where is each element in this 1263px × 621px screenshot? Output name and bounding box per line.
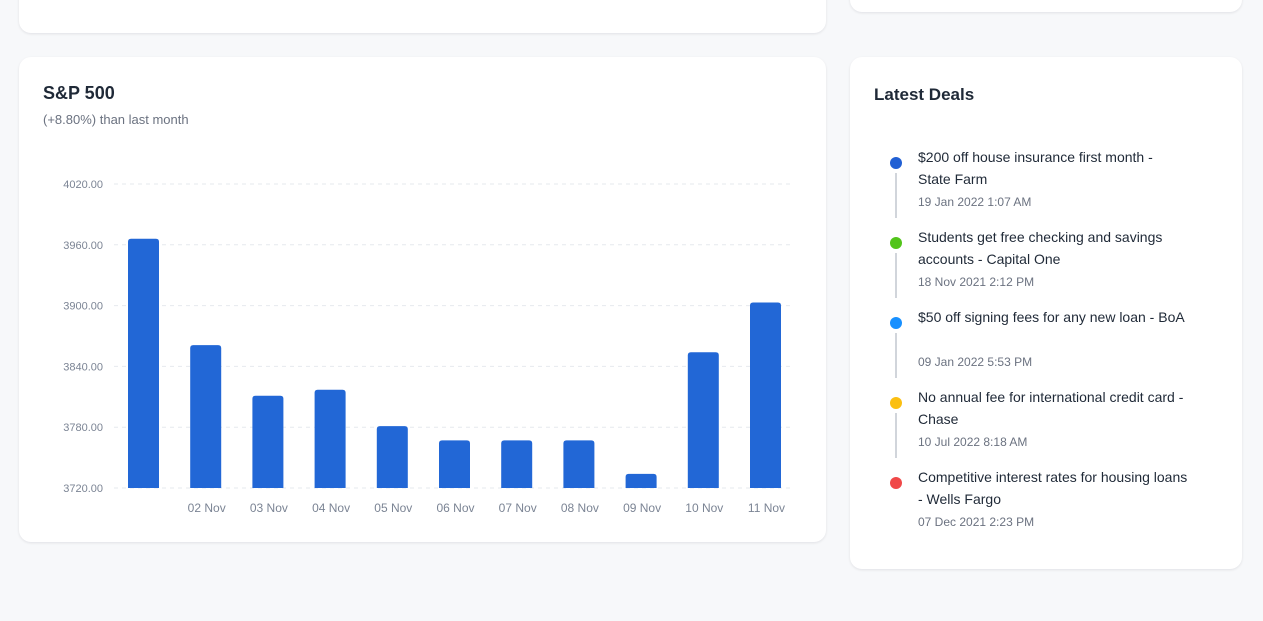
deal-title: No annual fee for international credit c… [918, 389, 1184, 427]
sp500-chart-card: S&P 500 (+8.80%) than last month 4020.00… [19, 57, 826, 542]
bar[interactable] [252, 395, 284, 488]
x-tick-label: 11 Nov [748, 501, 785, 515]
y-tick-label: 3900.00 [63, 301, 103, 313]
x-tick-label: 05 Nov [374, 501, 412, 515]
y-tick-label: 3720.00 [63, 483, 103, 495]
bar[interactable] [687, 352, 719, 488]
top-right-card [850, 0, 1242, 12]
y-tick-label: 3780.00 [63, 422, 103, 434]
deal-timestamp: 18 Nov 2021 2:12 PM [918, 275, 1035, 289]
deal-timestamp: 07 Dec 2021 2:23 PM [918, 515, 1035, 529]
deal-status-dot-icon [890, 397, 902, 409]
chart-subtitle: (+8.80%) than last month [43, 112, 189, 127]
deals-title: Latest Deals [874, 85, 975, 104]
deal-status-dot-icon [890, 157, 902, 169]
deal-timestamp: 10 Jul 2022 8:18 AM [918, 435, 1028, 449]
deal-status-dot-icon [890, 317, 902, 329]
bar[interactable] [501, 440, 533, 488]
x-tick-label: 10 Nov [685, 501, 723, 515]
x-tick-label: 02 Nov [188, 501, 226, 515]
deal-status-dot-icon [890, 237, 902, 249]
x-tick-label: 03 Nov [250, 501, 288, 515]
deal-title: Students get free checking and savings a… [918, 229, 1163, 267]
bar[interactable] [314, 389, 346, 488]
chart-title: S&P 500 [43, 83, 115, 103]
bar[interactable] [750, 302, 781, 488]
x-tick-label: 09 Nov [623, 501, 661, 515]
y-tick-label: 3840.00 [63, 361, 103, 373]
bar[interactable] [190, 345, 222, 488]
bar[interactable] [128, 238, 159, 488]
bar[interactable] [563, 440, 595, 488]
x-tick-label: 06 Nov [436, 501, 474, 515]
bar[interactable] [439, 440, 470, 488]
timeline-connector [895, 253, 897, 298]
x-tick-label: 04 Nov [312, 501, 350, 515]
x-tick-label: 07 Nov [499, 501, 537, 515]
timeline-connector [895, 413, 897, 458]
x-tick-label: 08 Nov [561, 501, 599, 515]
latest-deals-card: Latest Deals $200 off house insurance fi… [850, 57, 1242, 569]
bar[interactable] [625, 473, 657, 488]
y-tick-label: 4020.00 [63, 179, 103, 191]
y-tick-label: 3960.00 [63, 240, 103, 252]
deal-status-dot-icon [890, 477, 902, 489]
deal-title: $200 off house insurance first month - S… [918, 149, 1153, 187]
deal-title: Competitive interest rates for housing l… [918, 469, 1188, 507]
bar[interactable] [376, 426, 408, 488]
deal-timestamp: 19 Jan 2022 1:07 AM [918, 195, 1032, 209]
deal-timestamp: 09 Jan 2022 5:53 PM [918, 355, 1033, 369]
timeline-connector [895, 173, 897, 218]
sp500-bar-chart: 4020.00 3960.00 3900.00 3840.00 3780.00 3720.… [63, 179, 792, 515]
timeline-connector [895, 333, 897, 378]
deal-title: $50 off signing fees for any new loan - … [918, 309, 1185, 325]
